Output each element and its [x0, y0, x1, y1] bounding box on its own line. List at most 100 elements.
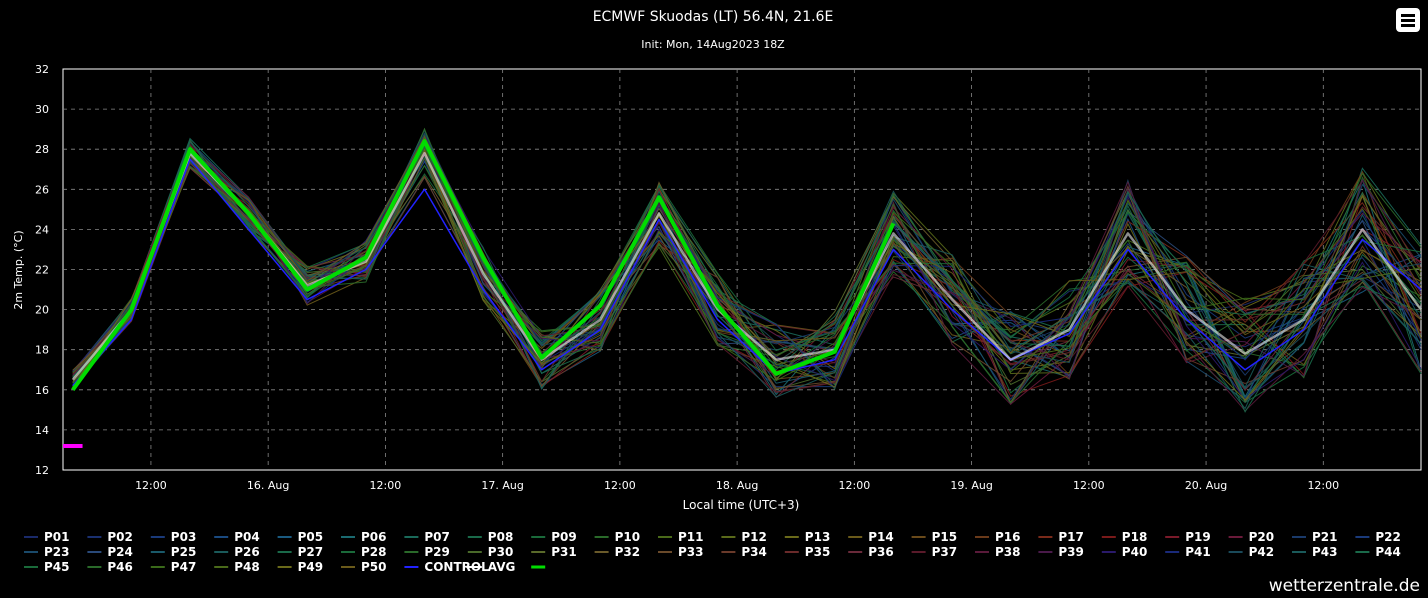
legend-item[interactable]: P23: [24, 545, 70, 559]
legend-item[interactable]: P48: [214, 560, 260, 574]
series-line: [71, 151, 1423, 381]
legend-item[interactable]: P18: [1101, 530, 1148, 544]
legend-label: P46: [107, 560, 132, 574]
legend-item[interactable]: P11: [658, 530, 704, 544]
legend-item[interactable]: P21: [1292, 530, 1338, 544]
legend-item[interactable]: P04: [214, 530, 260, 544]
legend-item[interactable]: P38: [975, 545, 1021, 559]
hamburger-menu-icon[interactable]: [1396, 8, 1420, 32]
legend-item[interactable]: P42: [1228, 545, 1275, 559]
legend-item[interactable]: P05: [277, 530, 324, 544]
legend-item[interactable]: P03: [150, 530, 197, 544]
legend-item[interactable]: P16: [975, 530, 1021, 544]
legend-label: P35: [805, 545, 831, 559]
legend-label: P20: [1249, 530, 1275, 544]
legend-item[interactable]: P36: [848, 545, 894, 559]
legend-item[interactable]: P39: [1038, 545, 1084, 559]
y-tick-label: 14: [35, 424, 49, 437]
series-lines: [63, 139, 1423, 448]
legend-item[interactable]: P14: [848, 530, 894, 544]
legend-item[interactable]: P25: [150, 545, 197, 559]
legend-item[interactable]: P32: [594, 545, 641, 559]
x-tick-label: 12:00: [604, 479, 636, 492]
legend-label: P45: [44, 560, 70, 574]
y-tick-label: 26: [35, 183, 49, 196]
chart-subtitle: Init: Mon, 14Aug2023 18Z: [641, 38, 785, 51]
legend-item[interactable]: P46: [87, 560, 133, 574]
legend-item[interactable]: P01: [24, 530, 70, 544]
legend-item[interactable]: P08: [467, 530, 514, 544]
legend-item[interactable]: P37: [911, 545, 958, 559]
y-tick-label: 22: [35, 264, 49, 277]
legend-item[interactable]: P27: [277, 545, 324, 559]
legend-label: P11: [678, 530, 704, 544]
legend-label: P37: [932, 545, 958, 559]
legend-item[interactable]: P17: [1038, 530, 1084, 544]
x-tick-label: 20. Aug: [1185, 479, 1227, 492]
legend-item[interactable]: P09: [531, 530, 577, 544]
legend-item[interactable]: P10: [594, 530, 641, 544]
legend-item[interactable]: P43: [1292, 545, 1338, 559]
legend-item[interactable]: P41: [1165, 545, 1211, 559]
ensemble-member-line: [72, 158, 1422, 404]
ensemble-member-line: [72, 151, 1422, 387]
legend-label: P49: [298, 560, 324, 574]
ensemble-member-line: [72, 138, 1422, 394]
legend-label: P34: [741, 545, 767, 559]
legend-item[interactable]: P20: [1228, 530, 1275, 544]
legend-item[interactable]: P07: [404, 530, 450, 544]
legend-item[interactable]: P02: [87, 530, 133, 544]
legend-label: P31: [551, 545, 577, 559]
legend-label: AVG: [488, 560, 516, 574]
legend-label: P07: [424, 530, 450, 544]
series-line: [71, 139, 896, 391]
legend-item[interactable]: P19: [1165, 530, 1211, 544]
legend-item[interactable]: P33: [658, 545, 704, 559]
legend-item[interactable]: AVG: [467, 560, 516, 574]
legend-item[interactable]: P50: [341, 560, 387, 574]
legend-item[interactable]: P06: [341, 530, 387, 544]
ensemble-member-line: [72, 140, 1422, 399]
legend-label: P13: [805, 530, 831, 544]
legend-item[interactable]: P13: [784, 530, 831, 544]
legend-item[interactable]: P28: [341, 545, 387, 559]
y-tick-label: 16: [35, 384, 49, 397]
x-tick-label: 12:00: [839, 479, 871, 492]
legend-item[interactable]: P15: [911, 530, 958, 544]
x-tick-label: 18. Aug: [716, 479, 758, 492]
legend-item[interactable]: P31: [531, 545, 577, 559]
legend-item[interactable]: P24: [87, 545, 133, 559]
legend-item[interactable]: P29: [404, 545, 450, 559]
x-tick-label: 12:00: [1073, 479, 1105, 492]
legend-item[interactable]: P34: [721, 545, 767, 559]
legend-item[interactable]: P30: [467, 545, 514, 559]
legend-label: P10: [615, 530, 641, 544]
legend-item[interactable]: CONTROL: [404, 560, 489, 574]
ensemble-member-line: [72, 141, 1422, 398]
legend-item[interactable]: P22: [1355, 530, 1401, 544]
legend-label: P08: [488, 530, 514, 544]
legend-item[interactable]: P45: [24, 560, 70, 574]
legend-label: P32: [615, 545, 641, 559]
legend-item[interactable]: P26: [214, 545, 260, 559]
legend-item[interactable]: P35: [784, 545, 831, 559]
credit-text: wetterzentrale.de: [1268, 576, 1420, 596]
ensemble-member-line: [72, 134, 1422, 382]
legend-item[interactable]: P40: [1101, 545, 1148, 559]
legend-label: P03: [171, 530, 197, 544]
x-tick-label: 16. Aug: [247, 479, 289, 492]
legend-label: P28: [361, 545, 387, 559]
legend-label: P30: [488, 545, 514, 559]
ensemble-member-line: [72, 138, 1422, 402]
x-tick-label: 12:00: [370, 479, 402, 492]
legend-label: P43: [1312, 545, 1338, 559]
legend-label: P09: [551, 530, 577, 544]
ensemble-member-line: [72, 131, 1422, 389]
legend-item[interactable]: P49: [277, 560, 324, 574]
legend-label: P39: [1058, 545, 1084, 559]
legend-label: P40: [1122, 545, 1148, 559]
legend-item[interactable]: P47: [150, 560, 197, 574]
legend-item[interactable]: P44: [1355, 545, 1401, 559]
legend-item[interactable]: P12: [721, 530, 767, 544]
